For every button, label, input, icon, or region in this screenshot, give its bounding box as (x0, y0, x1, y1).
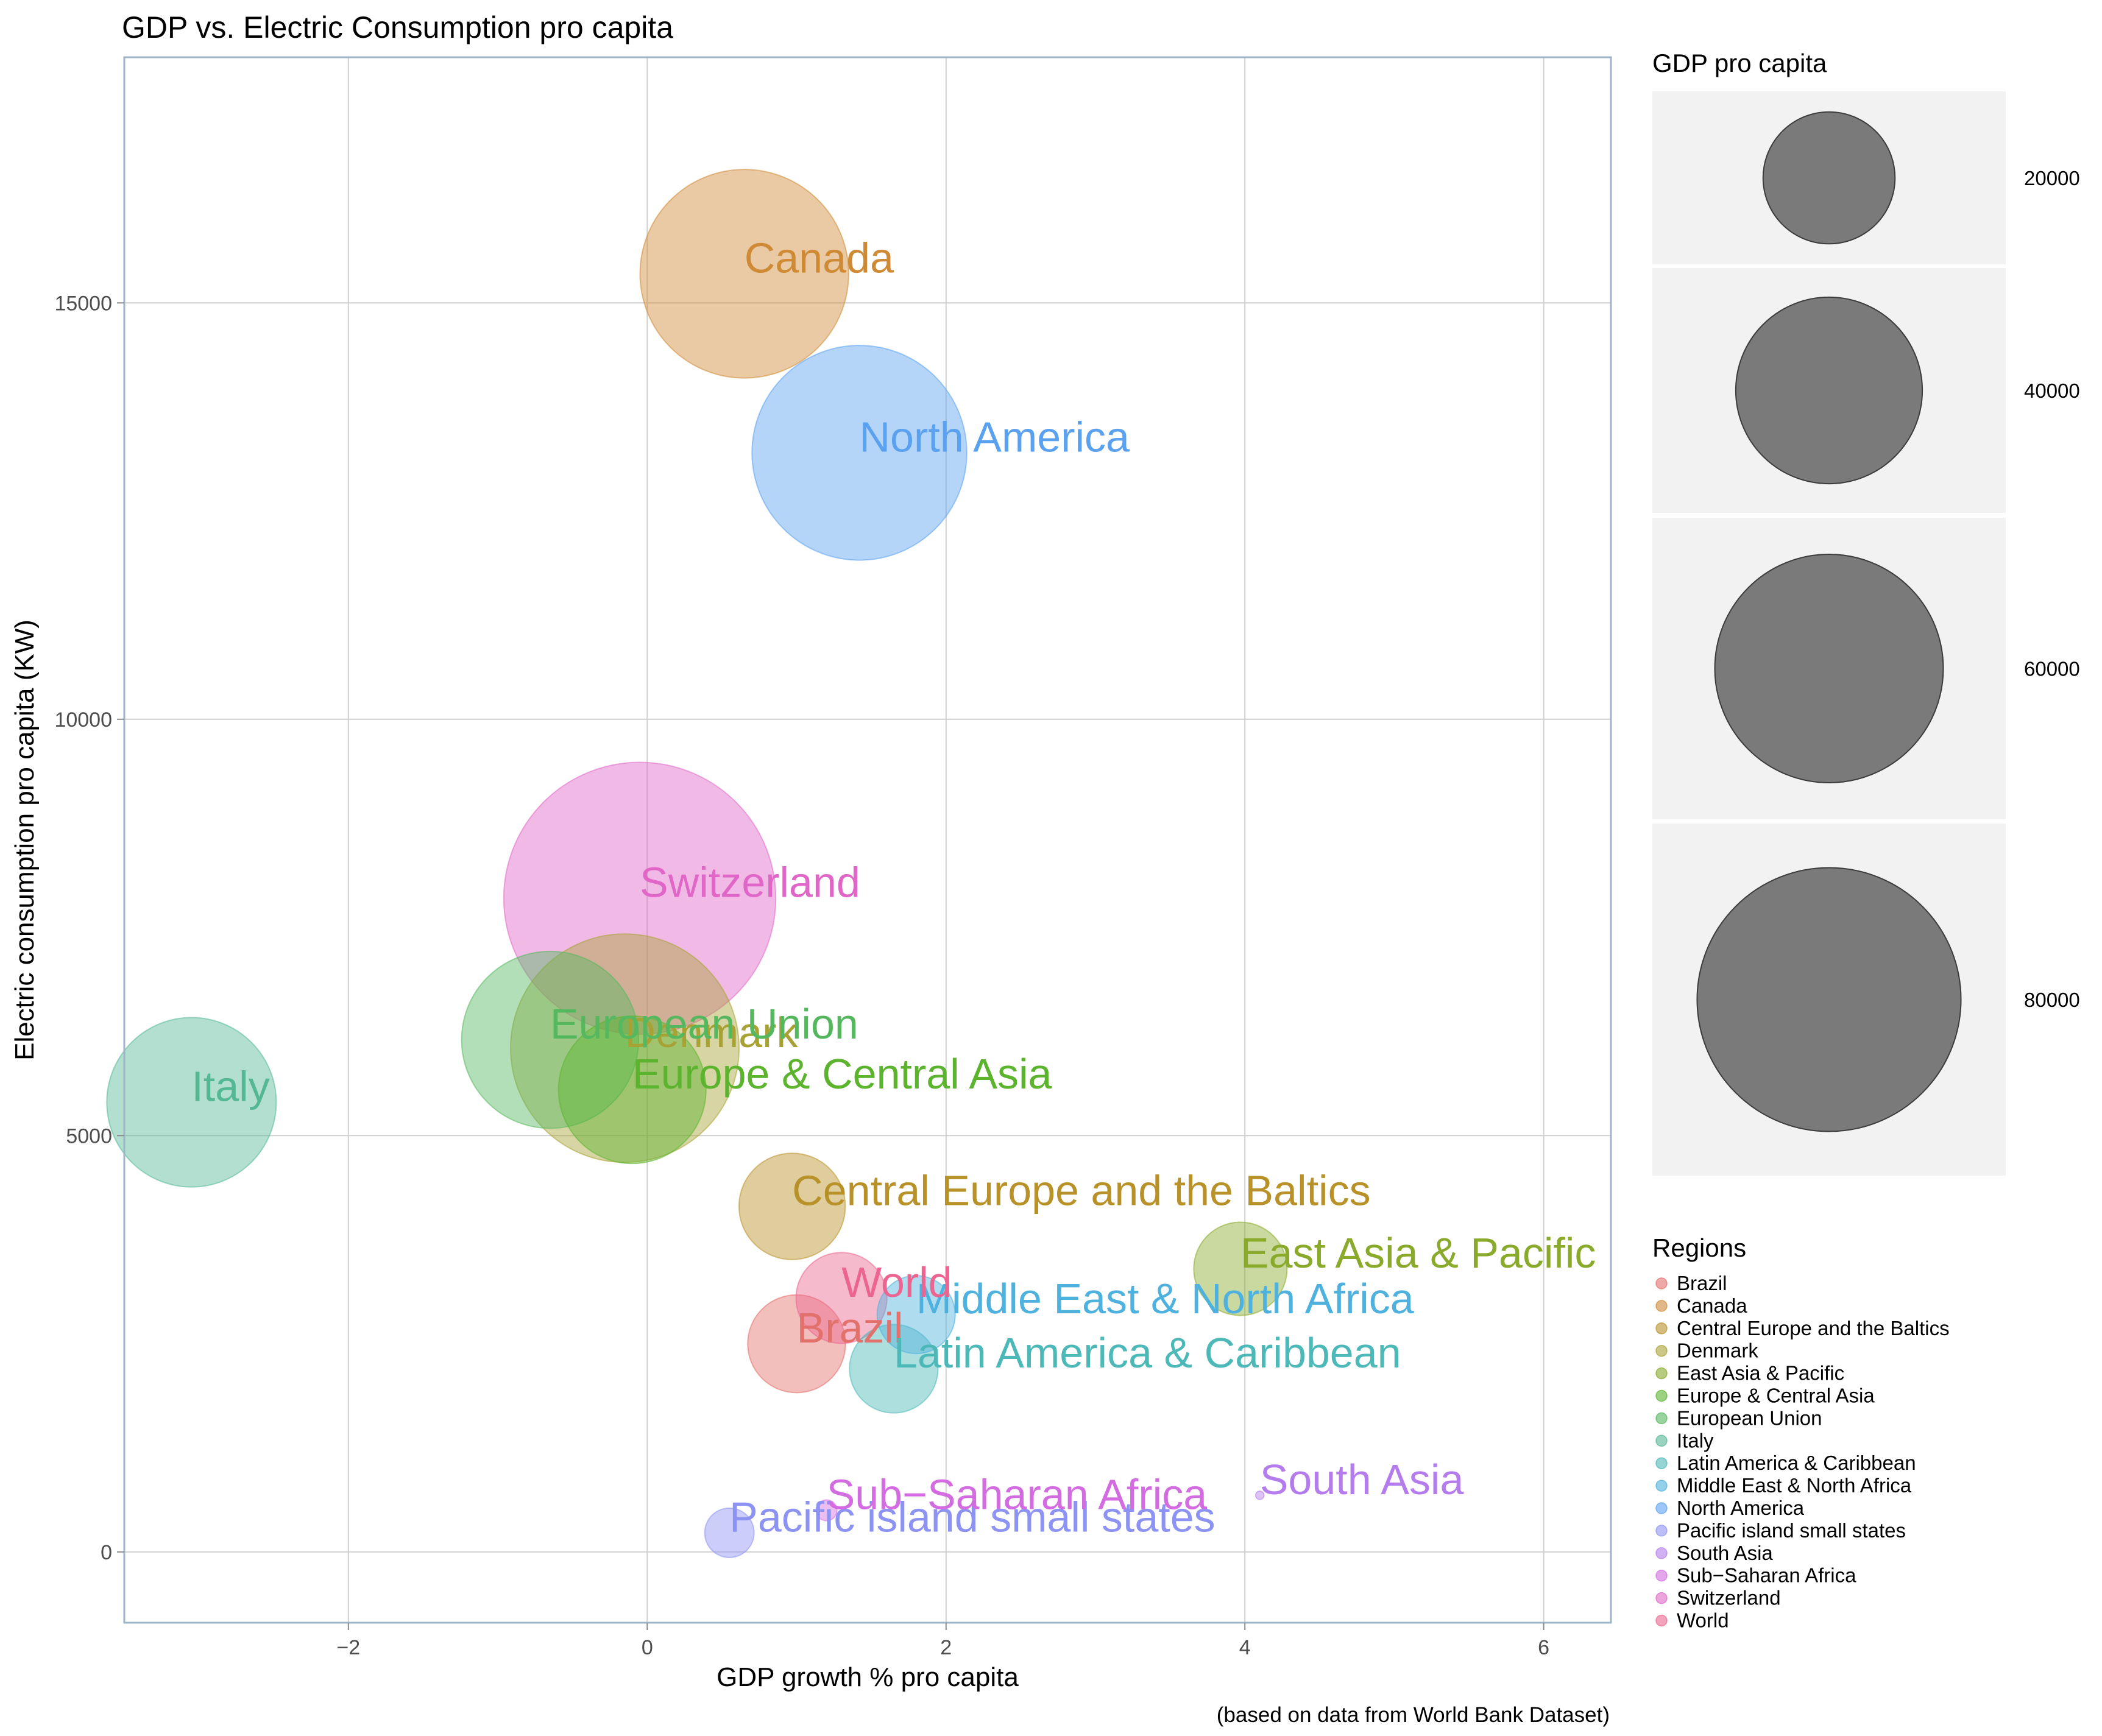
bubble (704, 1507, 755, 1558)
bubble (639, 169, 849, 379)
size-legend: 20000 40000 60000 80000 (1652, 91, 2080, 1176)
point-label: Central Europe and the Baltics (792, 1166, 1370, 1214)
point-label: Italy (191, 1063, 269, 1110)
bubble (106, 1017, 277, 1188)
size-legend-title: GDP pro capita (1652, 49, 1827, 77)
legend-label: Italy (1677, 1429, 1714, 1452)
legend-swatch (1655, 1389, 1668, 1402)
bubble (849, 1324, 939, 1414)
legend-swatch (1655, 1480, 1668, 1492)
legend-label: South Asia (1677, 1542, 1773, 1564)
x-axis-ticks: −2 0 2 4 6 (336, 1623, 1549, 1659)
legend-label: Sub−Saharan Africa (1677, 1564, 1856, 1587)
legend-swatch (1655, 1412, 1668, 1425)
point-label: Pacific island small states (729, 1493, 1216, 1540)
legend-label: European Union (1677, 1406, 1822, 1429)
legend-swatch (1655, 1367, 1668, 1380)
legend-label: Brazil (1677, 1272, 1727, 1294)
bubble (876, 1275, 956, 1355)
bubble (815, 1499, 838, 1522)
x-tick-label: 2 (940, 1636, 952, 1659)
legend-swatch (1655, 1592, 1668, 1604)
bubble (1254, 1490, 1265, 1500)
chart-title: GDP vs. Electric Consumption pro capita (122, 10, 673, 44)
legend-swatch (1655, 1525, 1668, 1537)
point-label: Brazil (797, 1304, 904, 1352)
grid (124, 57, 1611, 1623)
point-label: Europe & Central Asia (632, 1050, 1052, 1098)
bubble (509, 933, 740, 1163)
point-label: Sub−Saharan Africa (827, 1470, 1208, 1518)
point-label: East Asia & Pacific (1240, 1229, 1596, 1277)
color-legend-title: Regions (1652, 1233, 1746, 1262)
y-tick-label: 5000 (66, 1124, 112, 1148)
x-tick-label: −2 (336, 1636, 360, 1659)
x-tick-label: 4 (1239, 1636, 1251, 1659)
legend-swatch (1655, 1322, 1668, 1335)
bubble (738, 1152, 846, 1260)
legend-label: Middle East & North Africa (1677, 1474, 1912, 1497)
size-legend-circle (1714, 553, 1944, 784)
y-tick-label: 10000 (54, 708, 112, 732)
legend-label: World (1677, 1609, 1729, 1632)
size-legend-label: 80000 (2024, 989, 2080, 1011)
legend-label: East Asia & Pacific (1677, 1362, 1844, 1385)
size-legend-circle (1762, 111, 1896, 245)
point-label: Latin America & Caribbean (894, 1329, 1401, 1377)
legend-swatch (1655, 1457, 1668, 1469)
size-legend-label: 20000 (2024, 167, 2080, 189)
legend-swatch (1655, 1614, 1668, 1627)
y-axis-ticks: 0 5000 10000 15000 (54, 292, 124, 1564)
legend-label: Canada (1677, 1294, 1747, 1317)
point-label: South Asia (1260, 1456, 1464, 1503)
legend-swatch (1655, 1502, 1668, 1514)
bubble (795, 1252, 888, 1344)
point-label: North America (860, 413, 1130, 460)
legend-label: North America (1677, 1497, 1805, 1519)
plot-panel (124, 57, 1611, 1623)
legend-swatch (1655, 1547, 1668, 1559)
size-legend-circle (1735, 296, 1923, 485)
bubble (461, 950, 640, 1129)
y-axis-title: Electric consumption pro capita (KW) (10, 619, 40, 1060)
size-legend-label: 40000 (2024, 379, 2080, 402)
plot-border (123, 56, 1612, 1624)
y-tick-label: 15000 (54, 292, 112, 315)
legend-label: Pacific island small states (1677, 1519, 1906, 1542)
legend-label: Central Europe and the Baltics (1677, 1317, 1950, 1339)
x-tick-label: 6 (1538, 1636, 1549, 1659)
size-legend-label: 60000 (2024, 658, 2080, 680)
size-legend-circle (1696, 867, 1962, 1132)
bubble (503, 761, 777, 1035)
caption: (based on data from World Bank Dataset) (1217, 1703, 1610, 1727)
x-axis-title: GDP growth % pro capita (717, 1662, 1019, 1692)
bubble (1193, 1221, 1288, 1316)
legend-swatch (1655, 1434, 1668, 1447)
x-tick-label: 0 (642, 1636, 653, 1659)
point-label: World (841, 1258, 952, 1306)
point-label: Switzerland (640, 859, 860, 906)
point-label: Middle East & North Africa (916, 1275, 1414, 1322)
legend-label: Switzerland (1677, 1587, 1781, 1609)
bubbles (106, 169, 1288, 1558)
legend-swatch (1655, 1277, 1668, 1290)
point-label: Denmark (625, 1009, 799, 1056)
legend-swatch (1655, 1300, 1668, 1312)
bubble (557, 1015, 707, 1165)
legend-label: Denmark (1677, 1339, 1758, 1362)
legend-swatch (1655, 1344, 1668, 1357)
legend-swatch (1655, 1569, 1668, 1582)
point-label: Canada (745, 234, 894, 281)
y-tick-label: 0 (101, 1541, 112, 1564)
point-label: European Union (550, 1000, 858, 1048)
legend-label: Latin America & Caribbean (1677, 1452, 1916, 1474)
bubble (751, 345, 968, 561)
point-labels: Brazil Canada Central Europe and the Balti… (191, 234, 1596, 1540)
legend-label: Europe & Central Asia (1677, 1385, 1875, 1407)
